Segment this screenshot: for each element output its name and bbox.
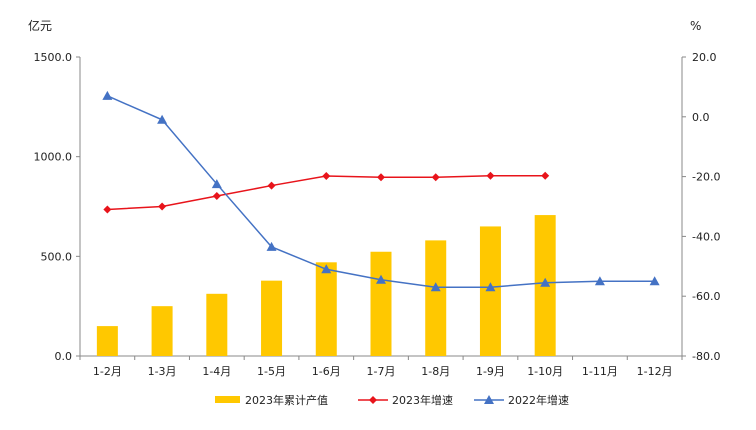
right-tick-label: -80.0 xyxy=(692,350,720,363)
triangle-marker xyxy=(484,395,494,404)
x-tick-label: 1-3月 xyxy=(148,365,177,378)
bar xyxy=(370,251,392,356)
bar xyxy=(151,306,173,356)
triangle-marker xyxy=(485,282,496,292)
diamond-marker xyxy=(267,181,276,190)
x-tick-label: 1-6月 xyxy=(312,365,341,378)
triangle-marker xyxy=(211,179,222,189)
left-axis-unit: 亿元 xyxy=(28,18,52,33)
x-tick-label: 1-12月 xyxy=(637,365,673,378)
triangle-marker xyxy=(376,274,386,284)
line-series xyxy=(102,90,660,292)
right-tick-label: -60.0 xyxy=(692,290,720,303)
bar xyxy=(315,262,337,356)
triangle-marker xyxy=(594,276,605,286)
x-tick-label: 1-2月 xyxy=(93,365,122,378)
diamond-marker xyxy=(212,192,221,201)
diamond-marker xyxy=(158,202,167,211)
triangle-marker xyxy=(540,277,551,287)
left-tick-label: 1500.0 xyxy=(34,51,73,64)
diamond-marker xyxy=(541,171,550,180)
x-tick-label: 1-9月 xyxy=(476,365,505,378)
diamond-marker xyxy=(377,173,385,182)
left-tick-label: 1000.0 xyxy=(34,151,73,164)
x-tick-label: 1-11月 xyxy=(582,365,618,378)
right-axis-unit: % xyxy=(690,19,701,33)
right-tick-label: -40.0 xyxy=(692,230,720,243)
bar xyxy=(425,240,447,356)
axes: 0.0 500.0 1000.0 1500.0 20.0 0.0 -20.0 -40.0 -60… xyxy=(34,51,721,378)
diamond-marker xyxy=(369,396,377,404)
right-tick-label: 20.0 xyxy=(692,51,717,64)
x-tick-label: 1-7月 xyxy=(367,365,396,378)
series-line xyxy=(107,174,546,211)
triangle-marker xyxy=(157,114,168,124)
legend-bar-swatch xyxy=(215,396,240,403)
right-tick-label: 0.0 xyxy=(692,111,710,124)
bar xyxy=(96,326,118,356)
bar-series xyxy=(96,215,556,356)
triangle-marker xyxy=(649,276,660,286)
x-tick-label: 1-5月 xyxy=(257,365,286,378)
bar xyxy=(261,280,283,356)
legend-label: 2023年累计产值 xyxy=(245,393,328,407)
legend-label: 2023年增速 xyxy=(392,393,453,407)
triangle-marker xyxy=(102,90,113,100)
x-tick-label: 1-4月 xyxy=(202,365,231,378)
x-tick-label: 1-8月 xyxy=(421,365,450,378)
diamond-marker xyxy=(486,171,495,180)
legend: 2023年累计产值 2023年增速 2022年增速 xyxy=(215,393,569,407)
legend-label: 2022年增速 xyxy=(508,393,569,407)
triangle-marker xyxy=(321,264,332,274)
bar xyxy=(206,293,228,356)
diamond-marker xyxy=(322,172,331,181)
x-tick-label: 1-10月 xyxy=(527,365,563,378)
triangle-marker xyxy=(266,241,277,251)
left-tick-label: 0.0 xyxy=(55,350,73,363)
diamond-marker xyxy=(431,173,440,182)
left-tick-label: 500.0 xyxy=(41,250,73,263)
diamond-marker xyxy=(103,205,112,214)
triangle-marker xyxy=(430,282,441,292)
right-tick-label: -20.0 xyxy=(692,171,720,184)
